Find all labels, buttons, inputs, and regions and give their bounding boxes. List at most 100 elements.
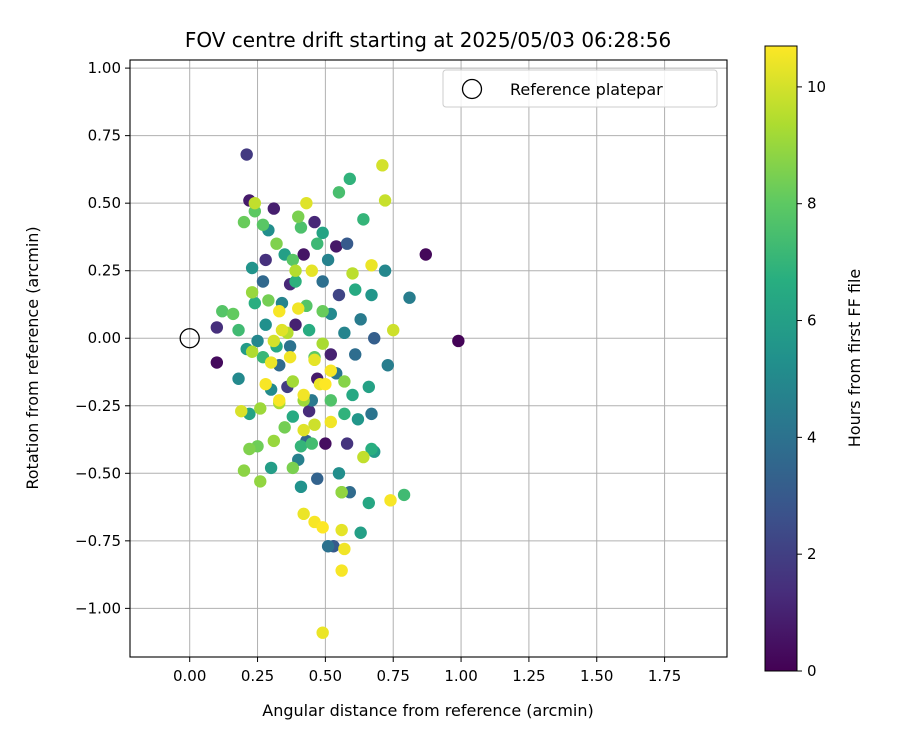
y-tick-label: −1.00 <box>75 599 121 617</box>
colorbar-tick-label: 0 <box>807 662 817 680</box>
data-point <box>308 418 321 431</box>
legend-marker-reference <box>461 78 483 100</box>
data-point <box>256 275 270 288</box>
data-point <box>235 404 248 418</box>
data-point <box>351 413 365 426</box>
data-point <box>275 323 289 337</box>
data-point <box>403 291 416 304</box>
data-point <box>354 313 367 326</box>
data-point <box>330 240 343 253</box>
x-tick-label: 0.25 <box>241 667 274 685</box>
data-point <box>240 148 253 161</box>
data-point <box>340 237 354 250</box>
data-point <box>365 259 378 272</box>
data-point <box>308 215 321 229</box>
data-point <box>245 286 259 299</box>
data-point <box>316 626 329 639</box>
x-axis-label: Angular distance from reference (arcmin) <box>262 701 593 720</box>
data-point <box>378 194 392 207</box>
data-point <box>332 288 346 302</box>
colorbar-tick-label: 8 <box>807 195 817 213</box>
data-point <box>292 210 305 223</box>
data-point <box>368 332 381 345</box>
data-point <box>319 377 332 391</box>
data-point <box>256 218 270 231</box>
data-point <box>232 323 245 337</box>
data-point <box>365 407 378 421</box>
data-point <box>254 402 267 415</box>
x-tick-label: 1.50 <box>580 667 613 685</box>
data-point <box>243 442 256 456</box>
data-point <box>245 345 259 358</box>
y-tick-label: 0.25 <box>88 262 121 280</box>
reference-platepar-marker <box>179 328 200 349</box>
data-point <box>289 275 302 288</box>
data-point <box>292 302 305 315</box>
x-tick-label: 0.75 <box>377 667 410 685</box>
x-axis-ticks: 0.00 0.25 0.50 0.75 1.00 1.25 1.50 1.75 <box>173 657 681 685</box>
colorbar-tick-label: 4 <box>807 428 817 446</box>
data-point <box>349 283 362 296</box>
y-tick-label: 0.00 <box>88 329 121 347</box>
data-point <box>210 321 224 334</box>
data-point <box>305 437 319 450</box>
data-point <box>273 305 286 318</box>
data-point <box>354 526 367 539</box>
data-point <box>357 450 370 464</box>
colorbar: 0 2 4 6 8 10 Hours from first FF file <box>764 45 864 680</box>
data-point <box>338 407 351 421</box>
colorbar-label: Hours from first FF file <box>845 269 864 448</box>
data-point <box>283 350 297 364</box>
data-point <box>259 253 272 267</box>
data-point <box>259 377 272 391</box>
data-point <box>226 307 240 321</box>
data-point <box>324 364 338 377</box>
data-point <box>237 215 251 229</box>
y-axis-ticks: 1.00 0.75 0.50 0.25 0.00 −0.25 −0.50 −0.75 −1.00 <box>75 59 130 617</box>
x-tick-label: 1.00 <box>444 667 477 685</box>
data-point <box>346 267 359 280</box>
colorbar-gradient <box>765 46 797 671</box>
data-point <box>338 542 351 556</box>
data-point <box>262 294 275 307</box>
data-point <box>297 507 310 521</box>
data-point <box>343 172 357 186</box>
data-point <box>384 494 397 507</box>
data-point <box>267 334 281 348</box>
colorbar-tick-label: 2 <box>807 545 817 563</box>
data-point <box>273 394 286 407</box>
data-point <box>286 410 300 423</box>
y-tick-label: 0.50 <box>88 194 121 212</box>
data-point <box>278 421 291 434</box>
data-point <box>381 359 394 372</box>
y-tick-label: 1.00 <box>88 59 121 77</box>
data-point <box>302 323 316 337</box>
data-point <box>338 326 351 340</box>
data-point <box>254 475 267 488</box>
data-point <box>264 461 278 475</box>
data-point <box>346 388 359 402</box>
colorbar-ticks: 0 2 4 6 8 10 <box>797 78 826 680</box>
data-point <box>452 334 465 348</box>
data-point <box>289 318 302 331</box>
x-tick-label: 0.50 <box>309 667 342 685</box>
data-point <box>324 394 338 407</box>
data-point <box>397 488 411 502</box>
data-point <box>311 472 324 485</box>
data-point <box>332 186 346 199</box>
data-point <box>319 437 332 450</box>
data-point <box>289 264 302 277</box>
data-point <box>297 388 310 402</box>
colorbar-tick-label: 10 <box>807 78 826 96</box>
data-point <box>267 202 281 215</box>
data-point <box>248 296 262 310</box>
data-point <box>376 159 389 172</box>
data-point <box>283 340 297 353</box>
y-tick-label: −0.25 <box>75 397 121 415</box>
y-tick-label: −0.50 <box>75 464 121 482</box>
data-point <box>378 264 392 277</box>
data-point <box>302 404 316 418</box>
data-point <box>270 237 283 250</box>
data-point <box>321 540 335 553</box>
